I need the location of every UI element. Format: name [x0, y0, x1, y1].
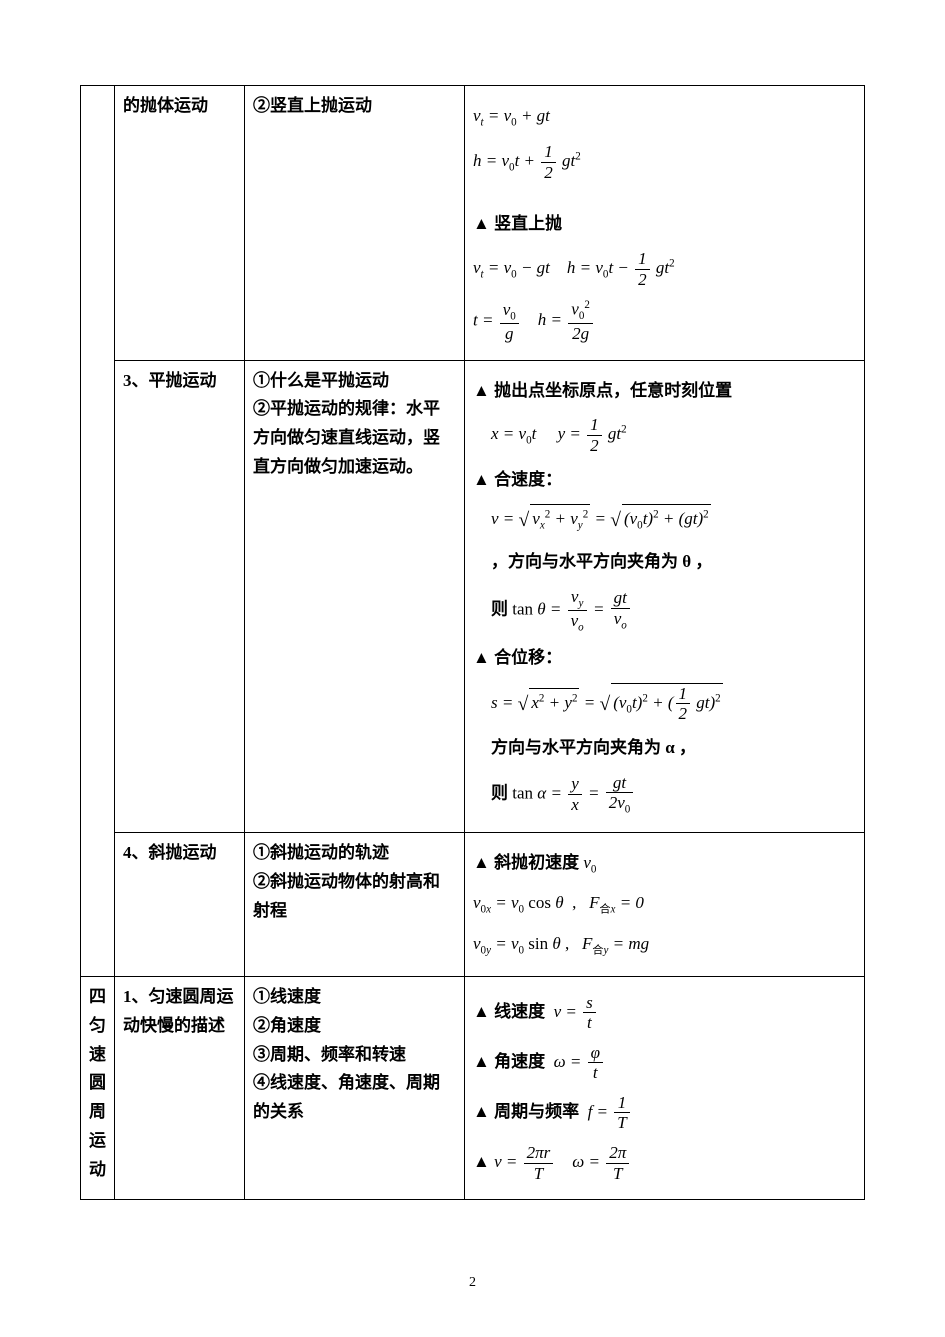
formula-Fx: F合x = 0: [589, 889, 644, 919]
note-line: ②斜抛运动物体的射高和射程: [253, 868, 456, 926]
formulas-cell: 抛出点坐标原点，任意时刻位置 x = v0t y = 12 gt2 合速度： v…: [465, 360, 865, 833]
formula-tan-theta: tan θ = vyvo = gtvo: [512, 587, 632, 634]
notes-cell: ①线速度 ②角速度 ③周期、频率和转速 ④线速度、角速度、周期的关系: [245, 976, 465, 1199]
formula-freq: f = 1T: [588, 1093, 632, 1133]
formula-v0x: v0x = v0 cos θ: [473, 889, 564, 919]
page: 的抛体运动 ②竖直上抛运动 vt = v0 + gt h = v0t + 12 …: [0, 0, 945, 1337]
formula-h-down: h = v0t + 12 gt2: [473, 142, 581, 182]
topic-cell: 1、匀速圆周运动快慢的描述: [115, 976, 245, 1199]
formula-tan-alpha: tan α = yx = gt2v0: [512, 773, 635, 817]
heading-v0: 斜抛初速度: [473, 853, 579, 872]
heading-vcomb: 合速度：: [473, 470, 562, 489]
heading-vertical-up: 竖直上抛: [473, 214, 562, 233]
note-line: ①什么是平抛运动: [253, 367, 456, 396]
formula-w-2pi: ω = 2πT: [572, 1143, 631, 1183]
note-line: ②平抛运动的规律：水平方向做匀速直线运动，竖直方向做匀加速运动。: [253, 395, 456, 482]
notes-cell: ②竖直上抛运动: [245, 86, 465, 361]
note-line: ③周期、频率和转速: [253, 1041, 456, 1070]
page-number: 2: [0, 1275, 945, 1291]
formula-v-2pir: v = 2πrT: [494, 1143, 555, 1183]
heading-scomb: 合位移：: [473, 648, 562, 667]
note-line: ④线速度、角速度、周期的关系: [253, 1069, 456, 1127]
formula-v0y: v0y = v0 sin θ: [473, 930, 561, 960]
formula-linear-v: v = st: [554, 993, 598, 1033]
text-then-theta: 则: [491, 599, 508, 618]
formula-Fy: F合y = mg: [582, 930, 649, 960]
text-then-alpha: 则: [491, 783, 508, 802]
notes-cell: ①斜抛运动的轨迹 ②斜抛运动物体的射高和射程: [245, 833, 465, 977]
chapter-cell-blank: [81, 86, 115, 977]
heading-period-freq: 周期与频率: [473, 1102, 579, 1121]
table-row: 4、斜抛运动 ①斜抛运动的轨迹 ②斜抛运动物体的射高和射程 斜抛初速度 v0 v…: [81, 833, 865, 977]
heading-angular-w: 角速度: [473, 1052, 545, 1071]
formula-vcomb: v = vx2 + vy2 = (v0t)2 + (gt)2: [491, 504, 711, 537]
formula-y: y = 12 gt2: [558, 415, 627, 455]
formula-h-up: h = v0t − 12 gt2: [567, 249, 675, 289]
table-row: 四匀速圆周运动 1、匀速圆周运动快慢的描述 ①线速度 ②角速度 ③周期、频率和转…: [81, 976, 865, 1199]
formula-v0-label: v0: [583, 849, 596, 879]
note-line: ①线速度: [253, 983, 456, 1012]
formula-vt-down: vt = v0 + gt: [473, 102, 550, 132]
formula-scomb: s = x2 + y2 = (v0t)2 + (12 gt)2: [491, 683, 723, 724]
physics-summary-table: 的抛体运动 ②竖直上抛运动 vt = v0 + gt h = v0t + 12 …: [80, 85, 865, 1200]
formulas-cell: 斜抛初速度 v0 v0x = v0 cos θ , F合x = 0 v0y = …: [465, 833, 865, 977]
formula-hmax-up: h = v022g: [538, 299, 595, 343]
formula-angular-w: ω = φt: [554, 1043, 605, 1083]
note-line: ①斜抛运动的轨迹: [253, 839, 456, 868]
topic-cell: 的抛体运动: [115, 86, 245, 361]
heading-origin: 抛出点坐标原点，任意时刻位置: [473, 381, 732, 400]
formula-vt-up: vt = v0 − gt: [473, 254, 550, 284]
text-dir-theta: ，方向与水平方向夹角为 θ ，: [491, 552, 712, 571]
chapter-cell-circular: 四匀速圆周运动: [81, 976, 115, 1199]
topic-cell: 3、平抛运动: [115, 360, 245, 833]
formula-t-up: t = v0g: [473, 300, 521, 344]
note-line: ②角速度: [253, 1012, 456, 1041]
formula-x: x = v0t: [491, 420, 536, 450]
table-row: 3、平抛运动 ①什么是平抛运动 ②平抛运动的规律：水平方向做匀速直线运动，竖直方…: [81, 360, 865, 833]
table-row: 的抛体运动 ②竖直上抛运动 vt = v0 + gt h = v0t + 12 …: [81, 86, 865, 361]
formulas-cell: 线速度 v = st 角速度 ω = φt 周期与频率 f = 1T ▲ v =…: [465, 976, 865, 1199]
formulas-cell: vt = v0 + gt h = v0t + 12 gt2 竖直上抛 vt = …: [465, 86, 865, 361]
topic-cell: 4、斜抛运动: [115, 833, 245, 977]
notes-cell: ①什么是平抛运动 ②平抛运动的规律：水平方向做匀速直线运动，竖直方向做匀加速运动…: [245, 360, 465, 833]
text-dir-alpha: 方向与水平方向夹角为 α ，: [491, 738, 696, 757]
heading-linear-v: 线速度: [473, 1002, 545, 1021]
